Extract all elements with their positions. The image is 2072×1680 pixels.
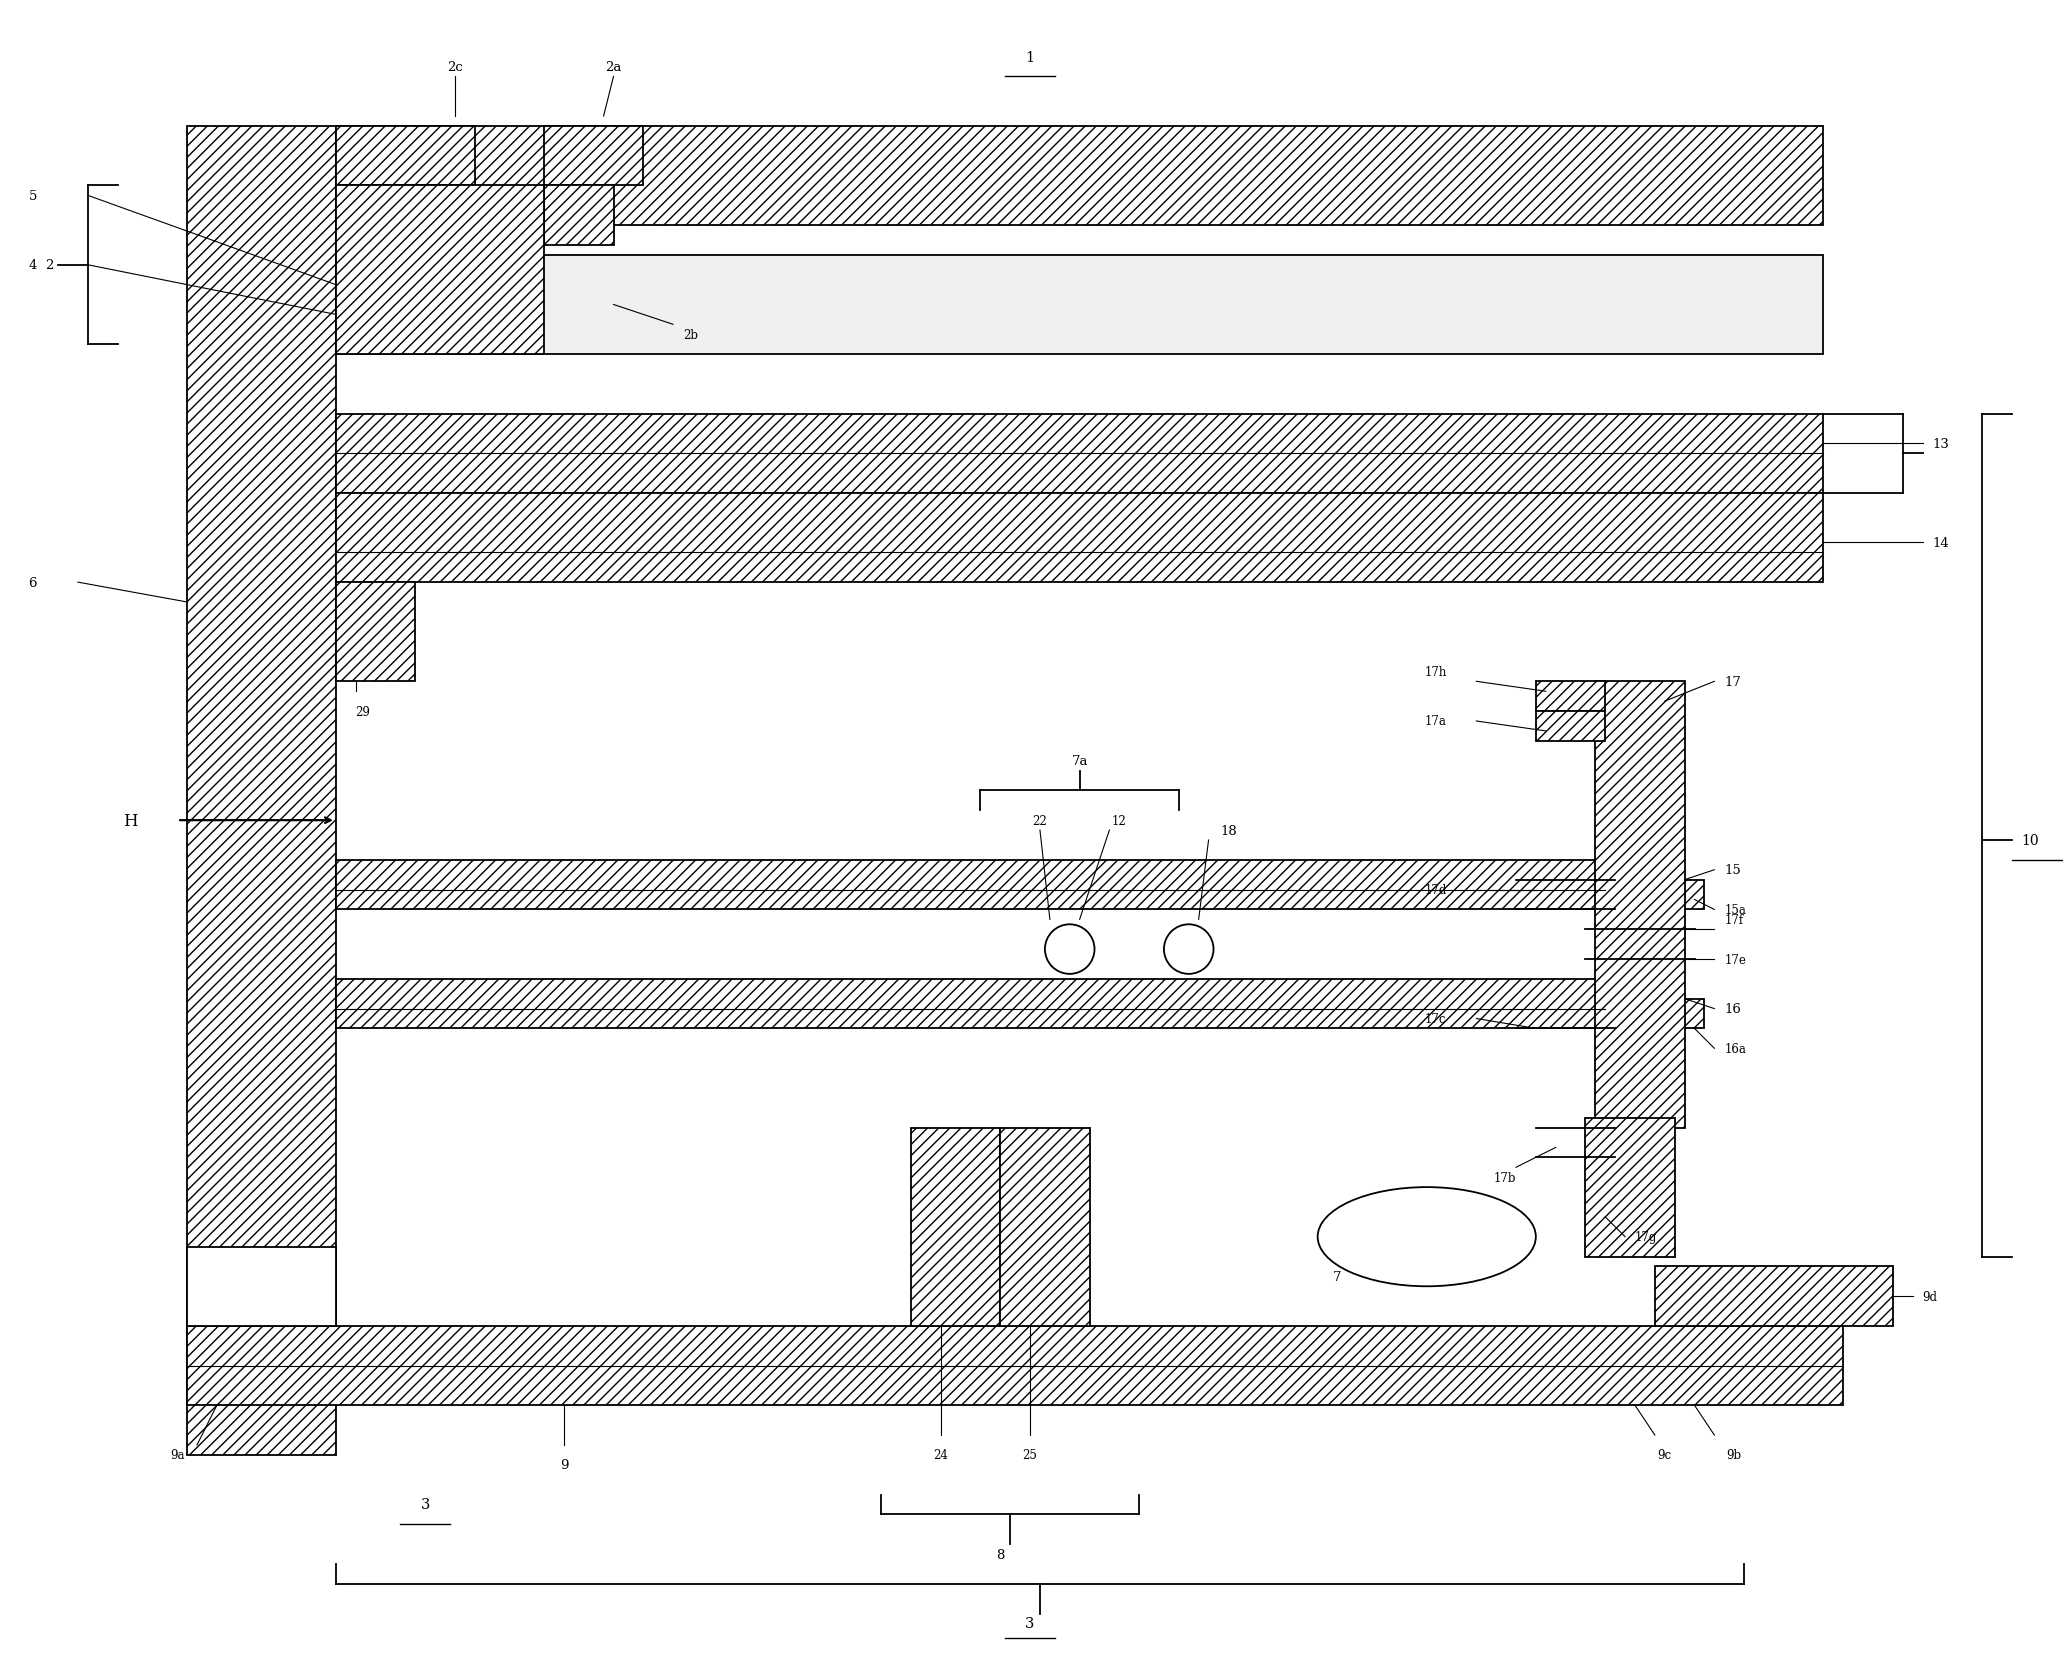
Text: 16: 16	[1724, 1003, 1740, 1015]
Bar	[336, 186, 545, 354]
Circle shape	[1044, 924, 1094, 974]
Text: 17e: 17e	[1724, 953, 1747, 966]
Text: 12: 12	[1113, 815, 1127, 827]
Text: 15: 15	[1724, 864, 1740, 877]
Text: 9a: 9a	[170, 1448, 184, 1462]
Bar	[336, 415, 1823, 494]
Bar	[186, 1326, 1844, 1406]
Text: 9c: 9c	[1658, 1448, 1672, 1462]
Text: 29: 29	[356, 706, 371, 717]
Text: 2b: 2b	[684, 329, 698, 341]
Text: 2a: 2a	[605, 60, 622, 74]
Text: 15a: 15a	[1724, 904, 1747, 916]
Text: 3: 3	[1026, 1616, 1034, 1631]
Bar	[545, 128, 642, 186]
Circle shape	[1164, 924, 1214, 974]
Text: 17g: 17g	[1635, 1230, 1658, 1243]
Text: H: H	[122, 811, 137, 830]
Text: 7a: 7a	[1071, 754, 1088, 768]
Text: 17h: 17h	[1423, 665, 1446, 679]
Bar	[336, 128, 474, 186]
Text: 4: 4	[29, 259, 37, 272]
Text: 25: 25	[1024, 1448, 1038, 1462]
Bar	[336, 583, 414, 682]
Bar	[336, 255, 1823, 354]
Text: 17a: 17a	[1426, 716, 1446, 727]
Bar	[336, 494, 1823, 583]
Text: 9: 9	[559, 1458, 568, 1472]
Text: 18: 18	[1220, 825, 1237, 837]
Bar	[336, 979, 1606, 1028]
Bar	[1595, 682, 1685, 1127]
Text: 17b: 17b	[1494, 1171, 1517, 1184]
Bar	[1585, 1117, 1674, 1257]
Text: 24: 24	[932, 1448, 949, 1462]
Bar	[1535, 712, 1606, 741]
Text: 10: 10	[2022, 833, 2039, 847]
Bar	[1606, 880, 1705, 911]
Bar	[186, 1247, 336, 1326]
Text: 5: 5	[29, 190, 37, 203]
Text: 3: 3	[421, 1497, 429, 1512]
Bar	[336, 186, 474, 255]
Text: 13: 13	[1933, 437, 1950, 450]
Text: 7: 7	[1332, 1270, 1343, 1284]
Text: 17: 17	[1724, 675, 1740, 689]
Text: 14: 14	[1933, 536, 1950, 549]
Bar	[336, 128, 1823, 227]
Text: 1: 1	[1026, 50, 1034, 64]
Text: 8: 8	[997, 1547, 1005, 1561]
Bar	[1606, 1000, 1705, 1028]
Bar	[912, 1127, 1001, 1326]
Text: 9d: 9d	[1923, 1290, 1937, 1304]
Text: 9b: 9b	[1726, 1448, 1743, 1462]
Text: 2: 2	[46, 259, 54, 272]
Text: 17f: 17f	[1724, 914, 1743, 926]
Bar	[1535, 682, 1606, 712]
Bar	[545, 276, 613, 344]
Ellipse shape	[1318, 1188, 1535, 1287]
Text: 16a: 16a	[1724, 1042, 1747, 1055]
Text: 17c: 17c	[1426, 1013, 1446, 1025]
Text: 2c: 2c	[448, 60, 462, 74]
Bar	[1001, 1127, 1090, 1326]
Text: 17d: 17d	[1423, 884, 1446, 897]
Bar	[1656, 1267, 1894, 1326]
Bar	[186, 128, 336, 1455]
Bar	[336, 860, 1606, 911]
Text: 22: 22	[1032, 815, 1046, 827]
Text: 6: 6	[29, 576, 37, 590]
Bar	[545, 186, 613, 245]
